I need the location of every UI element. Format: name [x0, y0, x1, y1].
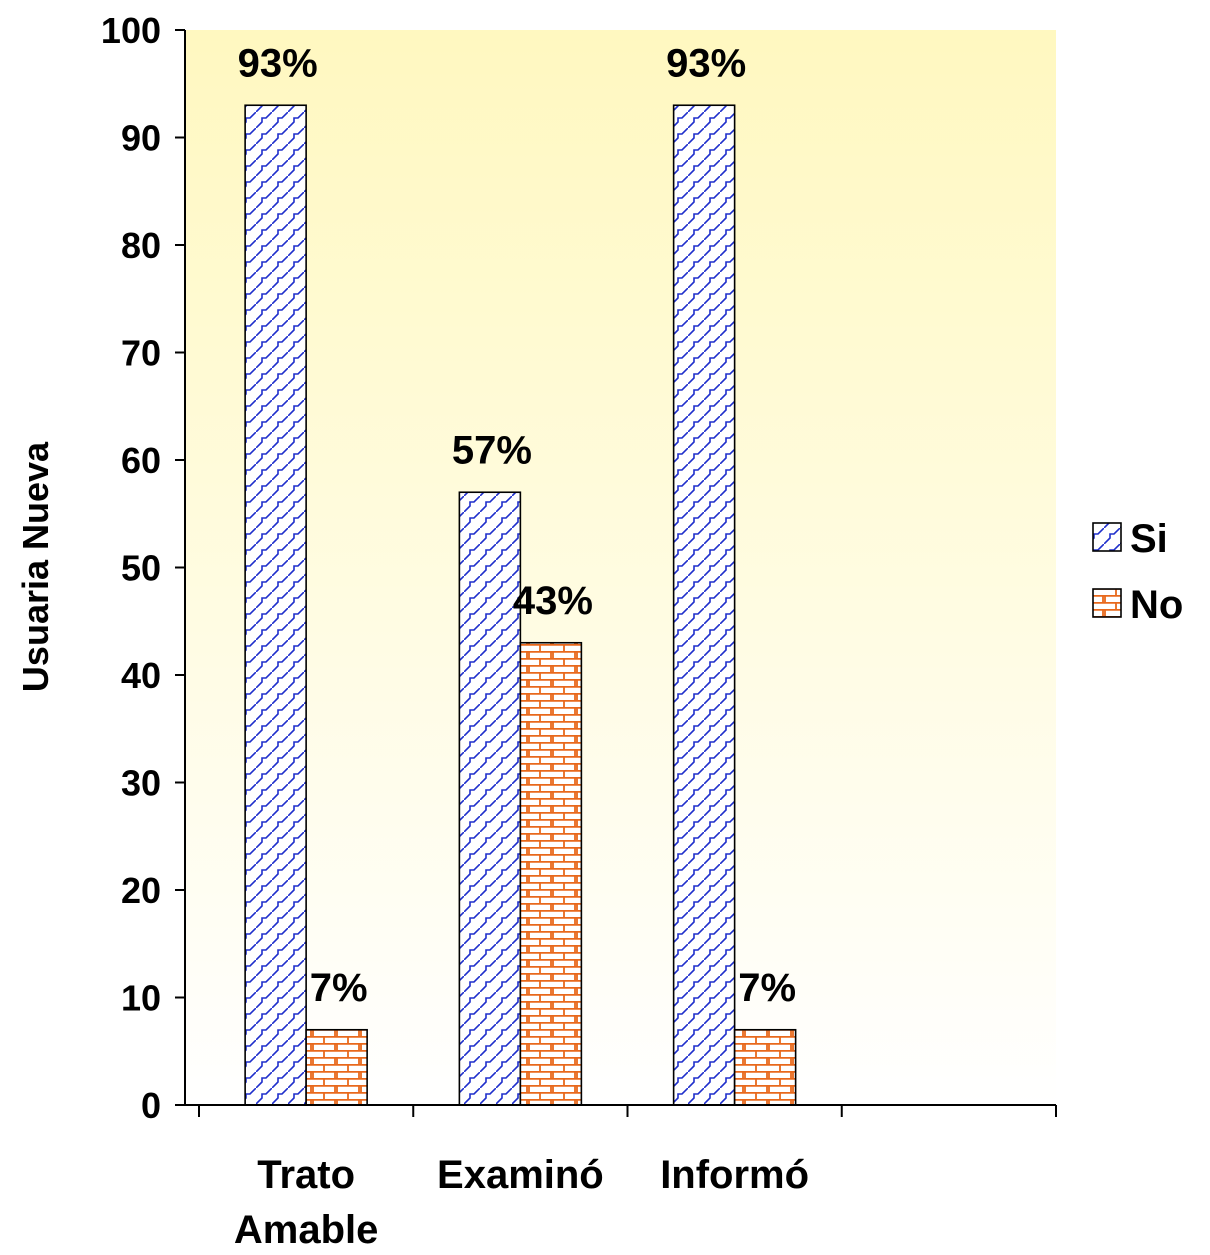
plot-area-background	[185, 30, 1056, 1105]
bars-group	[244, 104, 797, 1106]
y-tick-label: 80	[121, 225, 161, 266]
bar-no-1	[305, 1028, 368, 1106]
y-axis-label: Usuaria Nueva	[15, 441, 56, 692]
y-tick-label: 30	[121, 763, 161, 804]
axes-group: 0 10 20 30 40 50 60 70 80 90 100 Trato Amable Examinó…	[101, 10, 1057, 1252]
data-label-no-3: 7%	[738, 966, 796, 1010]
y-tick-label: 40	[121, 655, 161, 696]
y-tick-label: 20	[121, 870, 161, 911]
data-label-no-1: 7%	[310, 966, 368, 1010]
legend-label-no: No	[1130, 583, 1183, 627]
y-tick-label: 0	[141, 1085, 161, 1126]
category-label-3: Informó	[660, 1153, 809, 1197]
data-label-no-2: 43%	[513, 579, 593, 623]
y-tick-label: 10	[121, 978, 161, 1019]
legend-swatch-no	[1092, 588, 1122, 618]
legend-swatch-si	[1092, 522, 1122, 552]
data-label-si-1: 93%	[238, 41, 318, 85]
y-tick-label: 100	[101, 10, 161, 51]
data-labels-group: 93% 57% 93% 7% 43% 7%	[238, 41, 796, 1010]
y-tick-label: 60	[121, 440, 161, 481]
y-tick-label: 90	[121, 118, 161, 159]
category-label-1: Trato Amable	[234, 1153, 379, 1252]
y-tick-label: 50	[121, 548, 161, 589]
category-label-2: Examinó	[437, 1153, 604, 1197]
bar-no-2	[519, 641, 583, 1106]
data-label-si-2: 57%	[452, 428, 532, 472]
legend: Si No	[1092, 517, 1183, 627]
legend-label-si: Si	[1130, 517, 1168, 561]
data-label-si-3: 93%	[666, 41, 746, 85]
y-tick-label: 70	[121, 333, 161, 374]
bar-si-1	[244, 104, 307, 1106]
bar-si-3	[672, 104, 736, 1106]
bar-no-3	[733, 1028, 797, 1106]
bar-si-2	[458, 491, 522, 1106]
